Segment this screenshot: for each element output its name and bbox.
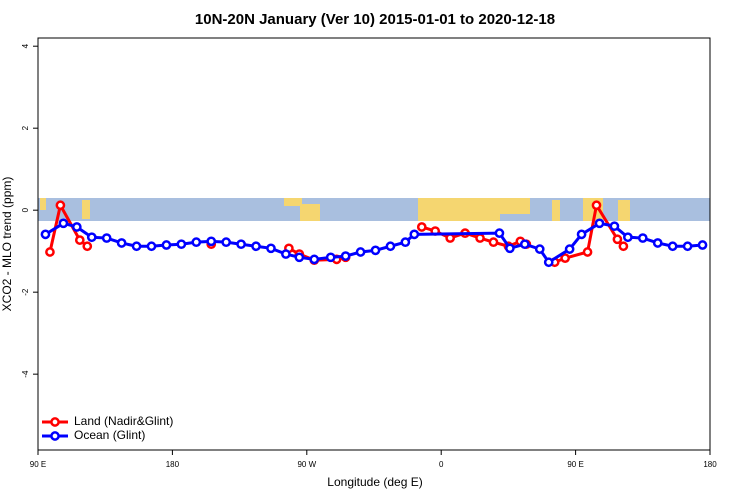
data-point	[385, 241, 396, 252]
data-point	[697, 240, 708, 250]
data-point	[682, 241, 693, 252]
x-tick-label: 0	[439, 460, 444, 469]
data-point	[161, 240, 172, 250]
x-axis-label: Longitude (deg E)	[327, 475, 422, 489]
data-point	[637, 233, 648, 243]
data-point	[325, 252, 336, 263]
data-point	[55, 200, 66, 211]
data-point	[582, 247, 593, 257]
data-point	[281, 249, 291, 259]
x-tick-label: 90 E	[30, 460, 46, 469]
data-point	[409, 229, 420, 240]
y-tick-label: -2	[21, 288, 30, 296]
x-tick-label: 90 W	[297, 460, 316, 469]
data-point	[101, 233, 112, 243]
data-point	[623, 232, 633, 243]
data-point	[591, 200, 602, 211]
data-point	[82, 241, 93, 252]
data-point	[667, 241, 678, 252]
data-point	[519, 239, 530, 250]
legend-marker	[50, 431, 60, 441]
y-tick-label: 0	[21, 207, 30, 212]
map-strip	[38, 198, 710, 221]
x-tick-label: 180	[166, 460, 180, 469]
data-point	[146, 241, 157, 252]
data-point	[58, 218, 69, 229]
legend-label: Ocean (Glint)	[74, 428, 145, 442]
data-point	[206, 236, 217, 247]
data-point	[475, 233, 485, 243]
data-point	[294, 252, 305, 263]
data-point	[564, 244, 575, 254]
x-tick-label: 180	[703, 460, 717, 469]
data-point	[340, 251, 351, 261]
data-point	[251, 241, 261, 252]
data-point	[45, 247, 55, 257]
data-point	[266, 243, 276, 254]
data-point	[131, 241, 142, 252]
data-point	[594, 218, 605, 229]
data-point	[400, 237, 411, 248]
data-point	[74, 235, 85, 245]
data-point	[40, 229, 51, 240]
data-point	[488, 237, 499, 248]
data-point	[494, 228, 505, 238]
data-point	[309, 254, 320, 265]
legend-marker	[50, 417, 60, 427]
data-point	[370, 245, 381, 256]
data-point	[560, 253, 570, 263]
chart-title: 10N-20N January (Ver 10) 2015-01-01 to 2…	[195, 11, 555, 28]
data-point	[652, 238, 663, 248]
y-tick-label: 2	[21, 125, 30, 130]
data-point	[445, 233, 456, 243]
data-point	[191, 237, 202, 248]
series-line	[44, 221, 703, 265]
y-axis-label: XCO2 - MLO trend (ppm)	[0, 177, 14, 312]
data-point	[505, 243, 515, 254]
data-point	[236, 239, 246, 250]
data-point	[543, 257, 554, 268]
data-point	[612, 234, 623, 245]
legend-label: Land (Nadir&Glint)	[74, 414, 173, 428]
data-point	[116, 238, 127, 248]
data-point	[86, 232, 97, 243]
y-tick-label: 4	[21, 43, 30, 48]
data-point	[416, 222, 427, 232]
data-point	[576, 229, 587, 240]
data-point	[71, 222, 82, 232]
data-point	[176, 239, 187, 250]
data-point	[609, 221, 620, 232]
data-point	[618, 241, 629, 252]
data-point	[534, 244, 545, 254]
plot-frame	[37, 37, 711, 451]
data-point	[221, 237, 232, 248]
data-point	[355, 247, 366, 257]
x-tick-label: 90 E	[567, 460, 583, 469]
y-tick-label: -4	[21, 370, 30, 378]
